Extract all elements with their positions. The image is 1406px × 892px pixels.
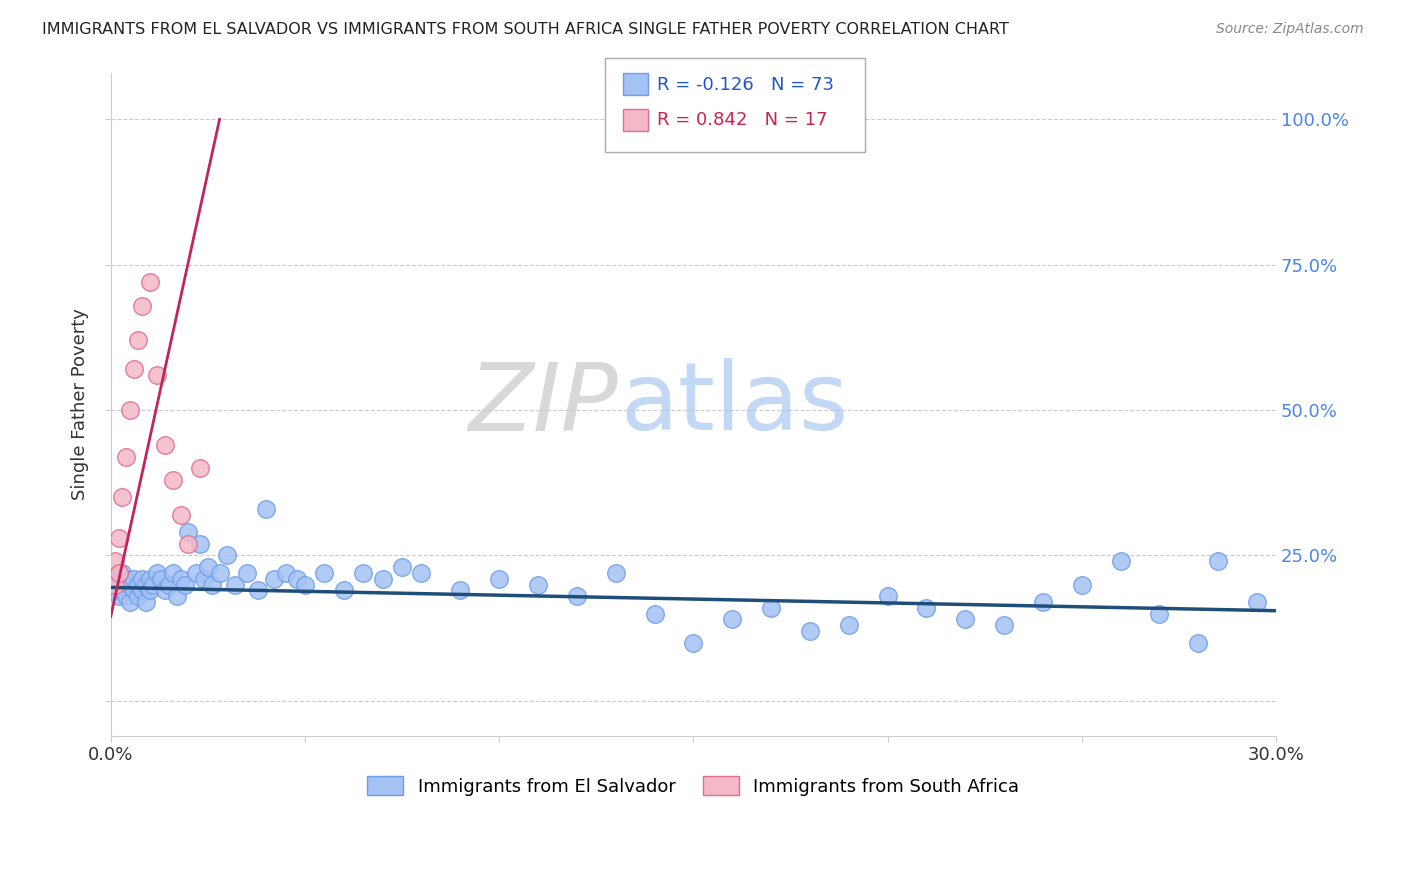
Point bbox=[104, 583, 127, 598]
Point bbox=[605, 566, 627, 580]
Point bbox=[263, 572, 285, 586]
Point bbox=[201, 577, 224, 591]
Point bbox=[111, 491, 134, 505]
Text: atlas: atlas bbox=[620, 359, 848, 450]
Point bbox=[188, 537, 211, 551]
Text: R = 0.842   N = 17: R = 0.842 N = 17 bbox=[657, 112, 827, 129]
Point bbox=[186, 566, 208, 580]
Point bbox=[107, 577, 129, 591]
Point bbox=[120, 595, 142, 609]
Point bbox=[314, 566, 336, 580]
Point bbox=[391, 560, 413, 574]
Point bbox=[127, 589, 149, 603]
Point bbox=[876, 589, 898, 603]
Point bbox=[170, 508, 193, 522]
Point bbox=[138, 572, 160, 586]
Point bbox=[449, 583, 471, 598]
Point bbox=[127, 334, 149, 348]
Point bbox=[955, 612, 977, 626]
Point bbox=[153, 438, 176, 452]
Point bbox=[285, 572, 308, 586]
Point bbox=[247, 583, 270, 598]
Point bbox=[1109, 554, 1132, 568]
Point bbox=[104, 577, 127, 591]
Point bbox=[993, 618, 1015, 632]
Text: Source: ZipAtlas.com: Source: ZipAtlas.com bbox=[1216, 22, 1364, 37]
Point bbox=[122, 362, 145, 376]
Point bbox=[135, 595, 157, 609]
Point bbox=[644, 607, 666, 621]
Point bbox=[104, 572, 127, 586]
Point bbox=[138, 583, 160, 598]
Point bbox=[104, 554, 127, 568]
Point bbox=[411, 566, 433, 580]
Point bbox=[107, 531, 129, 545]
Point bbox=[131, 583, 153, 598]
Point bbox=[115, 572, 138, 586]
Point bbox=[131, 298, 153, 312]
Text: IMMIGRANTS FROM EL SALVADOR VS IMMIGRANTS FROM SOUTH AFRICA SINGLE FATHER POVERT: IMMIGRANTS FROM EL SALVADOR VS IMMIGRANT… bbox=[42, 22, 1010, 37]
Point bbox=[1032, 595, 1054, 609]
Point bbox=[371, 572, 394, 586]
Text: R = -0.126   N = 73: R = -0.126 N = 73 bbox=[657, 76, 834, 94]
Point bbox=[682, 635, 704, 649]
Point bbox=[120, 403, 142, 417]
Point bbox=[1187, 635, 1209, 649]
Point bbox=[107, 589, 129, 603]
Point bbox=[333, 583, 356, 598]
Point bbox=[122, 583, 145, 598]
Point bbox=[111, 566, 134, 580]
Point bbox=[197, 560, 219, 574]
Point bbox=[294, 577, 316, 591]
Point bbox=[162, 566, 184, 580]
Point bbox=[224, 577, 246, 591]
Point bbox=[107, 566, 129, 580]
Point bbox=[153, 583, 176, 598]
Point bbox=[166, 589, 188, 603]
Legend: Immigrants from El Salvador, Immigrants from South Africa: Immigrants from El Salvador, Immigrants … bbox=[360, 769, 1026, 803]
Point bbox=[162, 473, 184, 487]
Point bbox=[115, 450, 138, 464]
Point bbox=[157, 577, 180, 591]
Point bbox=[111, 583, 134, 598]
Y-axis label: Single Father Poverty: Single Father Poverty bbox=[72, 309, 89, 500]
Point bbox=[142, 577, 165, 591]
Point bbox=[759, 600, 782, 615]
Point bbox=[1206, 554, 1229, 568]
Point bbox=[188, 461, 211, 475]
Point bbox=[1070, 577, 1092, 591]
Point bbox=[170, 572, 193, 586]
Point bbox=[254, 502, 277, 516]
Point bbox=[146, 368, 169, 383]
Point bbox=[527, 577, 550, 591]
Point bbox=[352, 566, 374, 580]
Point bbox=[127, 577, 149, 591]
Point bbox=[799, 624, 821, 638]
Point bbox=[488, 572, 510, 586]
Point bbox=[838, 618, 860, 632]
Point bbox=[131, 572, 153, 586]
Point bbox=[721, 612, 744, 626]
Point bbox=[915, 600, 938, 615]
Point bbox=[208, 566, 231, 580]
Point bbox=[135, 577, 157, 591]
Point bbox=[1246, 595, 1268, 609]
Point bbox=[177, 525, 200, 540]
Point bbox=[235, 566, 257, 580]
Point bbox=[138, 275, 160, 289]
Point bbox=[115, 589, 138, 603]
Point bbox=[177, 537, 200, 551]
Point bbox=[122, 572, 145, 586]
Point bbox=[146, 566, 169, 580]
Point bbox=[274, 566, 297, 580]
Point bbox=[193, 572, 215, 586]
Point bbox=[217, 549, 239, 563]
Point bbox=[1149, 607, 1171, 621]
Point bbox=[173, 577, 195, 591]
Point bbox=[565, 589, 588, 603]
Point bbox=[120, 577, 142, 591]
Point bbox=[150, 572, 173, 586]
Text: ZIP: ZIP bbox=[468, 359, 617, 450]
